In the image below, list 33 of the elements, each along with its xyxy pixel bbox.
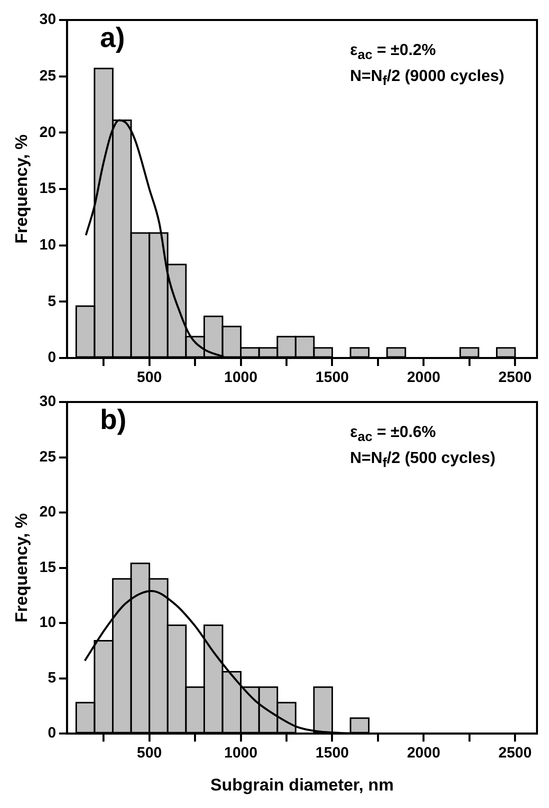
x-tick-label: 1500 bbox=[316, 369, 349, 386]
y-tick-label: 10 bbox=[39, 614, 56, 632]
x-tick-label: 1500 bbox=[316, 744, 349, 762]
y-axis-title: Frequency, % bbox=[12, 513, 31, 622]
y-axis-title: Frequency, % bbox=[12, 134, 31, 244]
y-tick-label: 10 bbox=[39, 236, 56, 254]
y-tick-label: 30 bbox=[39, 393, 56, 410]
annotation: N=N$_{f}$/2 (9000 cycles) bbox=[350, 68, 504, 88]
annotation: N=N$_{f}$/2 (500 cycles) bbox=[350, 450, 496, 470]
y-tick-label: 0 bbox=[48, 349, 56, 366]
x-tick-label: 2500 bbox=[498, 744, 532, 762]
y-tick-label: 5 bbox=[48, 292, 56, 310]
y-tick-label: 20 bbox=[39, 124, 56, 141]
y-tick-label: 5 bbox=[48, 669, 56, 686]
x-tick-label: 1000 bbox=[224, 744, 258, 762]
x-tick-label: 500 bbox=[136, 369, 162, 386]
x-tick-label: 2000 bbox=[406, 744, 440, 762]
y-tick-label: 30 bbox=[39, 11, 56, 28]
x-tick-label: 1000 bbox=[224, 369, 258, 386]
annotation: ε$_{ac}$ = ±0.6% bbox=[350, 424, 436, 444]
y-tick-label: 25 bbox=[39, 448, 56, 466]
y-tick-label: 15 bbox=[39, 180, 56, 198]
y-tick-label: 20 bbox=[39, 504, 56, 521]
annotation: ε$_{ac}$ = ±0.2% bbox=[350, 42, 436, 62]
x-tick-label: 2000 bbox=[406, 369, 440, 386]
x-tick-label: 500 bbox=[136, 744, 162, 762]
y-tick-label: 15 bbox=[39, 558, 56, 576]
y-tick-label: 25 bbox=[39, 67, 56, 84]
annotation: a) bbox=[100, 22, 125, 54]
y-tick-label: 0 bbox=[48, 724, 56, 742]
x-axis-title: Subgrain diameter, nm bbox=[210, 775, 394, 794]
annotation: b) bbox=[100, 404, 126, 436]
x-tick-label: 2500 bbox=[498, 369, 532, 386]
